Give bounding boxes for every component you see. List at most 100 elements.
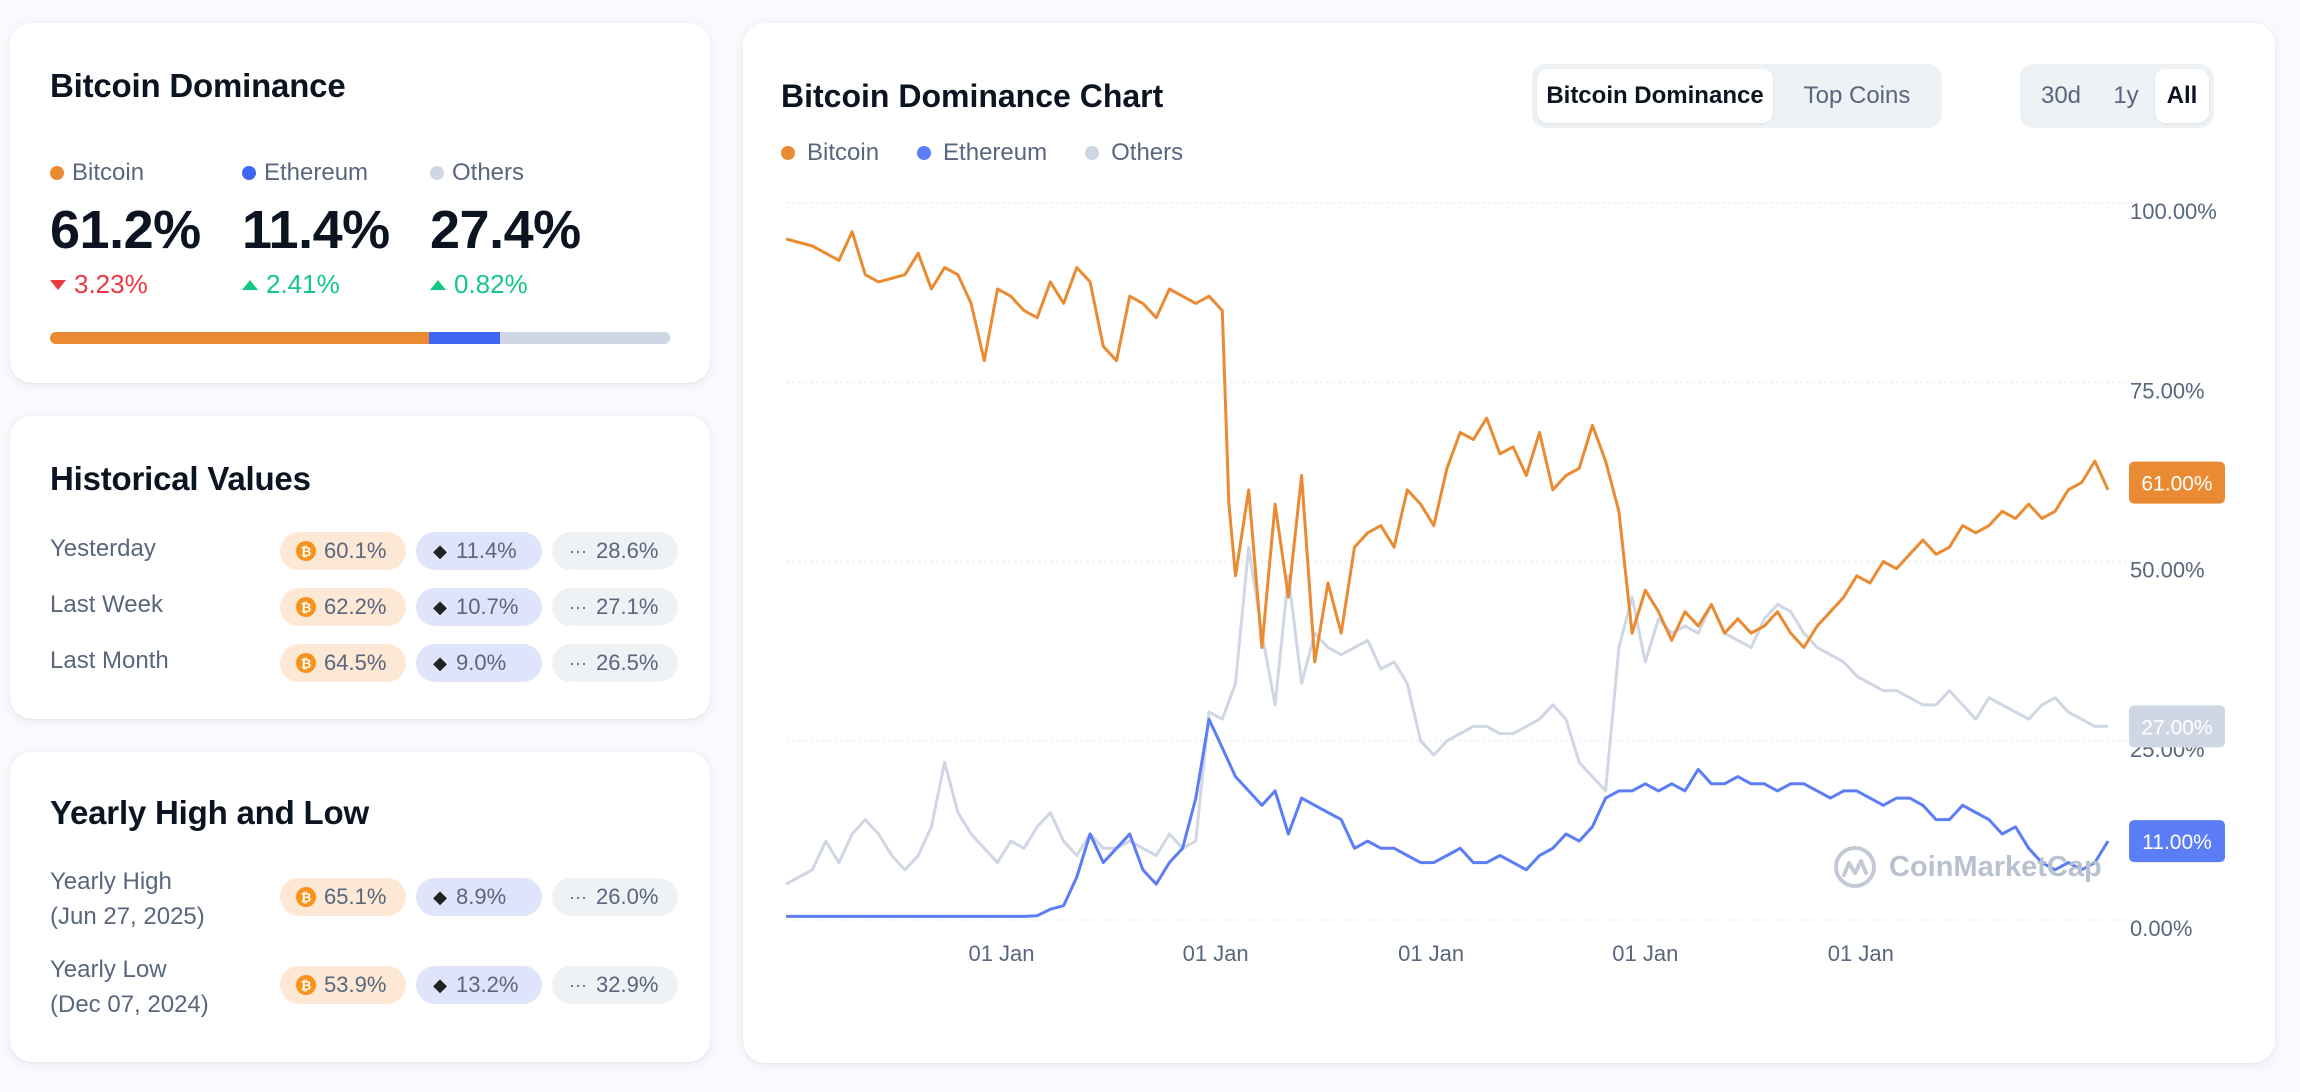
coinmarketcap-logo-icon	[1834, 846, 1876, 888]
range-toggle: 30d 1y All	[2020, 64, 2214, 128]
btc-chip: ₿ 60.1%	[280, 532, 406, 570]
btc-chip: ₿ 65.1%	[280, 878, 406, 916]
series-line-bitcoin	[785, 230, 2110, 664]
y-tick-label: 50.00%	[2130, 558, 2205, 583]
bitcoin-dot-icon	[50, 166, 64, 180]
current-value-badge-bitcoin	[2129, 461, 2225, 504]
x-tick-label: 01 Jan	[1828, 941, 1894, 966]
more-dots-icon: ···	[569, 596, 587, 617]
eth-chip: ◆ 13.2%	[416, 966, 542, 1004]
dominance-bitcoin: Bitcoin 61.2% 3.23%	[50, 159, 201, 300]
x-tick-label: 01 Jan	[968, 941, 1034, 966]
others-chip: ··· 26.0%	[552, 878, 678, 916]
tab-bitcoin-dominance[interactable]: Bitcoin Dominance	[1537, 69, 1773, 123]
view-toggle: Bitcoin Dominance Top Coins	[1532, 64, 1942, 128]
more-dots-icon: ···	[569, 886, 587, 907]
dominance-bitcoin-change: 3.23%	[74, 269, 148, 299]
eth-chip: ◆ 11.4%	[416, 532, 542, 570]
ethereum-icon: ◆	[433, 596, 447, 617]
more-dots-icon: ···	[569, 540, 587, 561]
others-chip: ··· 27.1%	[552, 588, 678, 626]
current-value-label-others: 27.00%	[2141, 716, 2212, 739]
ethereum-icon: ◆	[433, 886, 447, 907]
btc-value: 64.5%	[324, 650, 387, 675]
series-line-ethereum	[786, 717, 2110, 918]
tab-top-coins[interactable]: Top Coins	[1803, 82, 1911, 109]
x-tick-label: 01 Jan	[1612, 941, 1678, 966]
more-dots-icon: ···	[569, 652, 587, 673]
others-value: 26.5%	[596, 650, 659, 675]
legend-others[interactable]: Others	[1085, 139, 1183, 167]
current-value-badge-others	[2129, 705, 2225, 748]
dominance-others-change: 0.82%	[454, 269, 528, 299]
bitcoin-icon: ₿	[296, 653, 316, 673]
dominance-card: Bitcoin Dominance Bitcoin 61.2% 3.23% Et…	[10, 23, 710, 383]
btc-value: 53.9%	[324, 972, 387, 997]
others-dot-icon	[430, 166, 444, 180]
watermark-text: CoinMarketCap	[1889, 850, 2102, 883]
yearly-row-low: Yearly Low (Dec 07, 2024) ₿ 53.9% ◆ 13.2% …	[50, 952, 680, 1022]
historical-row-yesterday: Yesterday ₿ 60.1% ◆ 11.4% ··· 28.6%	[50, 532, 680, 572]
caret-up-icon	[430, 279, 446, 290]
current-value-badge-ethereum	[2129, 820, 2225, 863]
dominance-chart: 100.00%75.00%50.00%25.00%0.00%01 Jan 01 J…	[785, 199, 2225, 966]
y-tick-label: 75.00%	[2130, 378, 2205, 403]
ethereum-icon: ◆	[433, 974, 447, 995]
yearly-low-label: Yearly Low	[50, 956, 167, 983]
ethereum-dot-icon	[917, 146, 932, 160]
range-1y[interactable]: 1y	[2113, 82, 2139, 109]
yearly-row-label: Yearly High (Jun 27, 2025)	[50, 864, 205, 934]
range-all[interactable]: All	[2155, 69, 2209, 123]
eth-value: 9.0%	[456, 650, 507, 675]
chart-title: Bitcoin Dominance Chart	[781, 78, 1164, 114]
others-value: 27.1%	[596, 594, 659, 619]
legend-ethereum[interactable]: Ethereum	[917, 139, 1047, 167]
others-value: 32.9%	[596, 972, 659, 997]
yearly-row-label: Yearly Low (Dec 07, 2024)	[50, 952, 209, 1022]
dominance-title: Bitcoin Dominance	[50, 67, 346, 104]
current-value-label-bitcoin: 61.00%	[2141, 473, 2212, 496]
btc-value: 65.1%	[324, 884, 387, 909]
legend-bitcoin[interactable]: Bitcoin	[781, 139, 879, 167]
eth-value: 8.9%	[456, 884, 507, 909]
legend-ethereum-label: Ethereum	[943, 139, 1048, 166]
caret-up-icon	[242, 279, 258, 290]
bitcoin-icon: ₿	[296, 975, 316, 995]
dominance-bitcoin-label: Bitcoin	[72, 159, 145, 186]
historical-row-last-week: Last Week ₿ 62.2% ◆ 10.7% ··· 27.1%	[50, 588, 680, 628]
eth-value: 13.2%	[456, 972, 519, 997]
x-tick-label: 01 Jan	[1183, 941, 1249, 966]
dominance-others-value: 27.4%	[430, 200, 581, 260]
others-chip: ··· 32.9%	[552, 966, 678, 1004]
x-tick-label: 01 Jan	[1398, 941, 1464, 966]
btc-chip: ₿ 64.5%	[280, 644, 406, 682]
eth-chip: ◆ 8.9%	[416, 878, 542, 916]
historical-title: Historical Values	[50, 460, 311, 497]
others-value: 26.0%	[596, 884, 659, 909]
others-dot-icon	[1085, 146, 1100, 160]
btc-value: 60.1%	[324, 538, 387, 563]
historical-row-label: Last Week	[50, 591, 163, 618]
ethereum-icon: ◆	[433, 652, 447, 673]
btc-value: 62.2%	[324, 594, 387, 619]
dominance-chart-card: 100.00% 75.00% 50.00% 25.00% 0.00% 01 Jan 01 J…	[743, 23, 2275, 1063]
dominance-ethereum-change: 2.41%	[266, 269, 340, 299]
yearly-high-label: Yearly High	[50, 868, 172, 895]
range-30d[interactable]: 30d	[2040, 82, 2082, 109]
dominance-bar-ethereum	[429, 332, 501, 344]
btc-chip: ₿ 62.2%	[280, 588, 406, 626]
more-dots-icon: ···	[569, 974, 587, 995]
yearly-row-high: Yearly High (Jun 27, 2025) ₿ 65.1% ◆ 8.9% …	[50, 864, 680, 934]
dominance-bar-others	[500, 332, 670, 344]
eth-chip: ◆ 9.0%	[416, 644, 542, 682]
bitcoin-icon: ₿	[296, 597, 316, 617]
caret-down-icon	[50, 279, 66, 290]
btc-chip: ₿ 53.9%	[280, 966, 406, 1004]
yearly-low-date: (Dec 07, 2024)	[50, 991, 209, 1018]
chart-legend: Bitcoin Ethereum Others	[781, 139, 1183, 167]
others-value: 28.6%	[596, 538, 659, 563]
coinmarketcap-watermark: CoinMarketCap	[1833, 845, 2102, 889]
legend-others-label: Others	[1111, 139, 1184, 166]
historical-row-last-month: Last Month ₿ 64.5% ◆ 9.0% ··· 26.5%	[50, 644, 680, 684]
yearly-high-low-card: Yearly High and Low Yearly High (Jun 27,…	[10, 752, 710, 1062]
